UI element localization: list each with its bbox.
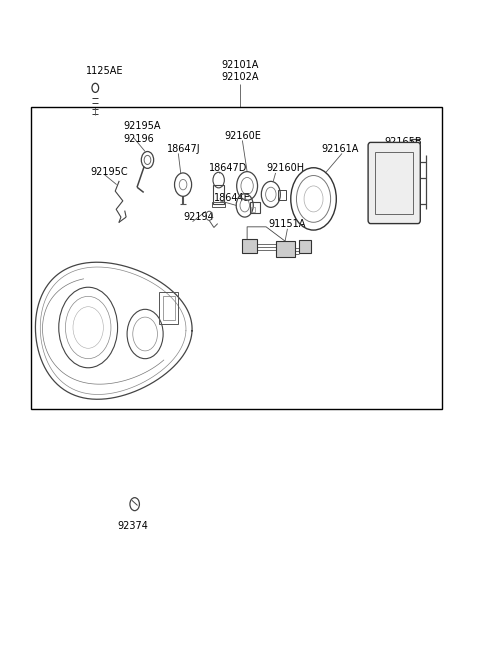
Bar	[163, 296, 175, 320]
Text: 92160H: 92160H	[266, 163, 304, 174]
Bar	[242, 238, 257, 253]
Text: 92194: 92194	[183, 212, 214, 222]
Bar	[212, 202, 225, 208]
Bar	[159, 291, 179, 324]
Bar	[251, 202, 260, 213]
Text: 18644E: 18644E	[214, 193, 251, 202]
Text: 92161A: 92161A	[321, 144, 359, 154]
Bar	[31, 107, 442, 409]
Bar	[276, 241, 295, 257]
FancyBboxPatch shape	[368, 142, 420, 223]
Text: 92101A
92102A: 92101A 92102A	[221, 60, 259, 82]
Text: 18647D: 18647D	[209, 163, 248, 174]
Text: 91151A: 91151A	[269, 219, 306, 229]
Text: 92195C: 92195C	[91, 166, 128, 177]
Text: 92195A
92196: 92195A 92196	[124, 121, 161, 144]
Text: 92160E: 92160E	[224, 131, 261, 141]
Text: 92374: 92374	[118, 521, 149, 531]
Bar	[300, 240, 311, 253]
Text: 92165B: 92165B	[385, 138, 422, 147]
Text: 1125AE: 1125AE	[86, 66, 123, 76]
Text: 18647J: 18647J	[167, 144, 200, 154]
Bar	[278, 191, 286, 200]
Bar	[252, 207, 255, 212]
Bar	[213, 185, 224, 204]
Bar	[375, 152, 413, 214]
